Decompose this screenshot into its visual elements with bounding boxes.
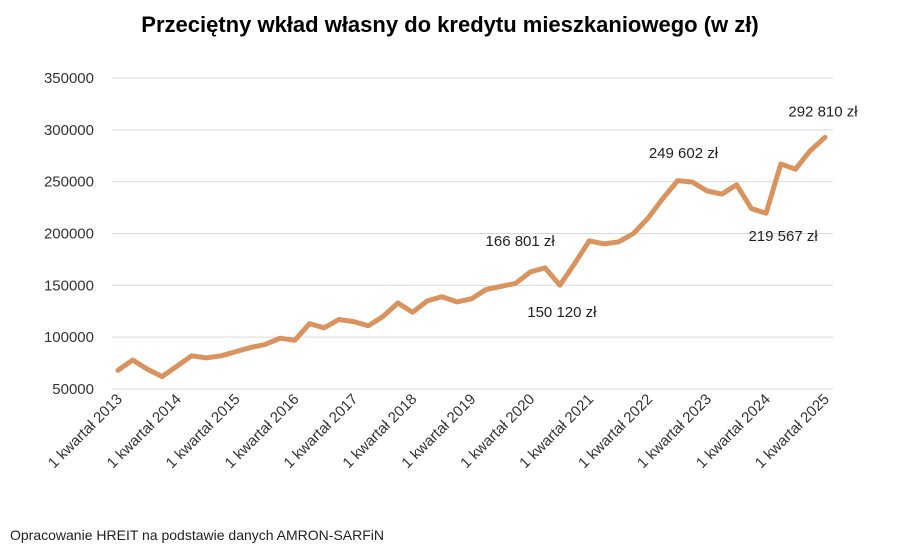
- y-axis-ticks: 350000 300000 250000 200000 150000 100000 5000…: [44, 70, 94, 398]
- chart-title: Przeciętny wkład własny do kredytu miesz…: [141, 12, 759, 37]
- y-tick-label: 50000: [52, 381, 94, 398]
- y-tick-label: 250000: [44, 174, 94, 191]
- data-label: 166 801 zł: [486, 233, 556, 250]
- y-tick-label: 350000: [44, 70, 94, 87]
- source-note: Opracowanie HREIT na podstawie danych AM…: [10, 527, 385, 543]
- y-tick-label: 150000: [44, 277, 94, 294]
- data-label: 219 567 zł: [748, 228, 818, 245]
- y-tick-label: 100000: [44, 329, 94, 346]
- data-labels: 166 801 zł 150 120 zł 249 602 zł 219 567 zł…: [486, 103, 859, 321]
- data-label: 150 120 zł: [527, 304, 597, 321]
- series-line-layer: [115, 134, 828, 380]
- y-tick-label: 200000: [44, 226, 94, 243]
- data-label: 249 602 zł: [649, 145, 719, 162]
- gridlines: [112, 77, 833, 390]
- line-chart: 350000 300000 250000 200000 150000 100000 5000…: [44, 70, 859, 472]
- series-line: [115, 134, 828, 380]
- data-label: 292 810 zł: [788, 103, 858, 120]
- y-tick-label: 300000: [44, 122, 94, 139]
